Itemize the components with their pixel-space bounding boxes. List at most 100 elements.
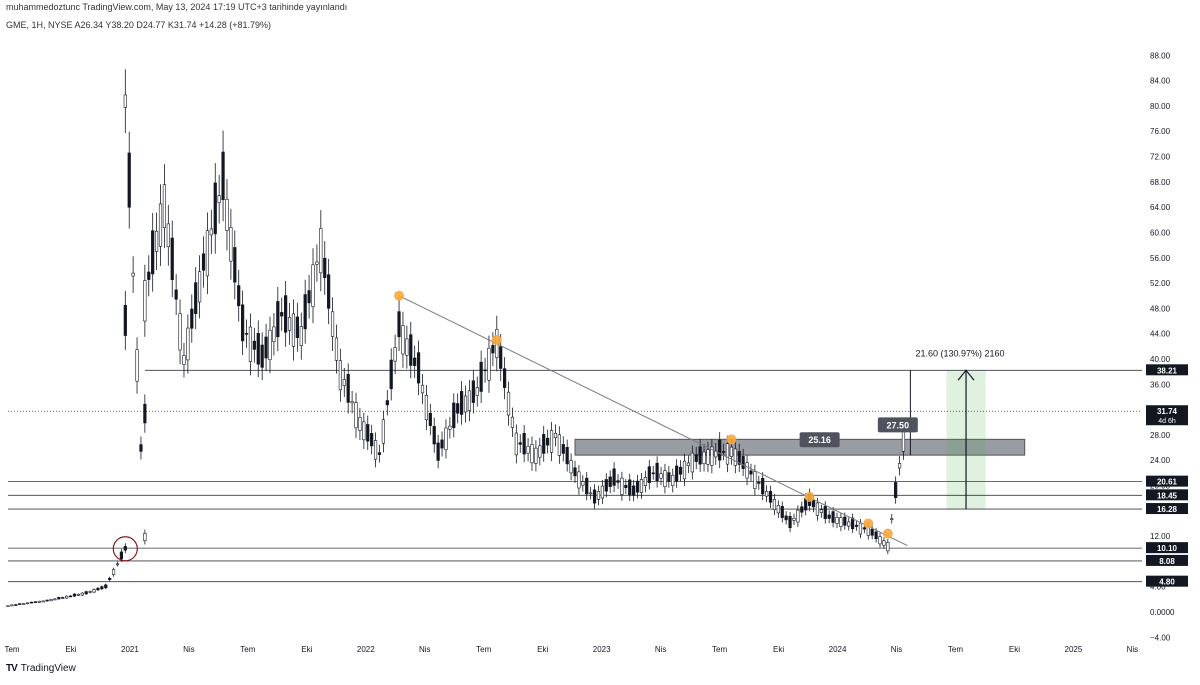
candle-body [690, 452, 694, 473]
x-tick-label: Eki [301, 645, 312, 654]
x-tick-label: Nis [891, 645, 903, 654]
y-tick-label: 40.00 [1150, 355, 1171, 364]
y-tick-label: 4.00 [1150, 583, 1166, 592]
candle-body [25, 602, 30, 605]
price-label: 20.61 [1157, 478, 1178, 487]
candle-body [585, 477, 589, 495]
candle-body [878, 536, 882, 545]
tradingview-brand-text: TradingView [20, 663, 76, 674]
candle-body [514, 432, 518, 456]
x-tick-label: 2025 [1065, 645, 1083, 654]
candle-body [327, 274, 331, 309]
candle-body [362, 421, 366, 441]
candle-body [143, 280, 147, 322]
candle-body [432, 426, 436, 445]
candle-body [401, 325, 405, 355]
candle-body [475, 387, 479, 396]
touch-point-marker [491, 335, 502, 345]
candle-body [546, 437, 550, 446]
callout-box [799, 432, 840, 448]
candle-body [800, 506, 804, 513]
candle-body [295, 316, 299, 338]
candle-body [487, 347, 491, 381]
candle-body [209, 228, 213, 236]
price-label: 10.10 [1157, 544, 1178, 553]
candle-body [741, 456, 745, 469]
candle-body [897, 463, 902, 469]
candle-body [393, 347, 397, 362]
candle-body [733, 448, 737, 466]
candle-body [768, 490, 773, 503]
candle-body [589, 492, 593, 495]
candle-body [354, 402, 358, 429]
price-sublabel: 4d 6h [1158, 418, 1176, 425]
candle-body [143, 403, 147, 424]
candle-body [237, 285, 241, 307]
candle-body [581, 481, 585, 486]
price-label-bg [1146, 575, 1188, 587]
candle-body [131, 272, 135, 277]
candle-body [448, 425, 452, 430]
price-label-bg [1146, 475, 1188, 487]
candle-body [815, 502, 820, 516]
candle-body [143, 533, 147, 542]
candle-body [632, 485, 636, 496]
candle-body [111, 569, 116, 576]
measure-label: 21.60 (130.97%) 2160 [915, 348, 1004, 358]
candle-body [291, 313, 296, 347]
y-tick-label: 64.00 [1150, 203, 1171, 212]
candle-body [549, 430, 554, 453]
candle-body [186, 327, 190, 361]
candle-body [854, 524, 859, 527]
trendline [398, 295, 908, 547]
candle-body [303, 294, 307, 330]
candle-body [440, 439, 444, 449]
candle-body [72, 593, 77, 597]
candle-body [104, 584, 108, 589]
candle-body [127, 152, 131, 208]
y-tick-label: 0.0000 [1150, 608, 1175, 617]
candle-body [882, 540, 886, 546]
candle-body [851, 517, 855, 530]
candle-body [416, 352, 421, 384]
candle-body [819, 509, 823, 513]
candle-body [334, 337, 339, 361]
callout-box [877, 417, 918, 433]
candle-body [823, 505, 827, 519]
y-tick-label: 24.00 [1150, 456, 1171, 465]
candle-body [229, 227, 233, 262]
candle-body [483, 369, 487, 372]
candle-body [784, 515, 788, 521]
candle-body [827, 514, 831, 519]
candle-body [252, 340, 256, 350]
candle-body [663, 470, 667, 487]
candle-body [49, 599, 53, 602]
candle-body [22, 603, 26, 605]
y-tick-label: 88.00 [1150, 51, 1171, 60]
y-tick-label: 44.00 [1150, 330, 1171, 339]
touch-point-marker [804, 491, 815, 502]
candle-body [479, 361, 483, 392]
candle-body [858, 522, 863, 535]
candle-body [338, 360, 342, 391]
candle-body [831, 511, 835, 523]
candle-body [542, 434, 546, 454]
candle-body [373, 440, 378, 460]
candle-body [37, 600, 41, 603]
candle-body [158, 203, 163, 247]
x-tick-label: Eki [1009, 645, 1020, 654]
candle-body [420, 384, 425, 394]
candle-body [639, 479, 644, 493]
candle-body [694, 454, 698, 462]
candle-body [174, 289, 178, 300]
callout-label: 25.16 [808, 435, 831, 445]
symbol-ohlc-line: GME, 1H, NYSE A26.34 Y38.20 D24.77 K31.7… [6, 20, 272, 30]
candle-body [194, 282, 198, 314]
candle-body [88, 591, 92, 593]
candle-body [170, 237, 174, 281]
candle-body [299, 326, 303, 347]
touch-point-marker [882, 528, 893, 539]
candle-body [792, 517, 796, 521]
